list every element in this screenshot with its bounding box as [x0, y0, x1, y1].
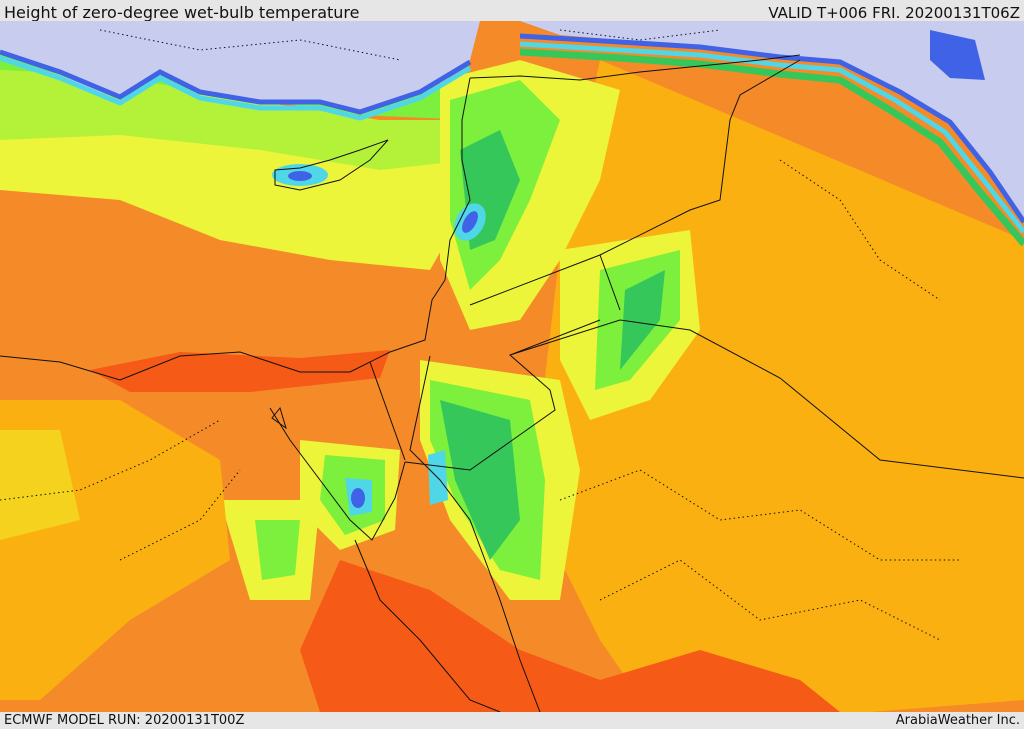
model-run-label: ECMWF MODEL RUN: 20200131T00Z: [4, 713, 245, 728]
field-midgreen-jordan: [620, 270, 665, 370]
field-amber-east: [540, 60, 1024, 712]
field-yellow-west: [0, 430, 80, 540]
field-midgreen-hejaz: [440, 400, 520, 560]
field-blue-edge-east: [519, 33, 1024, 224]
field-sea-aegean: [0, 21, 480, 110]
wet-bulb-zero-height-map: [0, 21, 1024, 712]
valid-time-label: VALID T+006 FRI. 20200131T06Z: [768, 4, 1020, 22]
field-green-edge-east: [519, 48, 1024, 247]
field-deep-orange-egypt: [90, 350, 390, 392]
field-blue-edge-north: [0, 49, 472, 115]
internal-boundaries: [0, 29, 960, 641]
field-blue-cyprus: [288, 171, 312, 181]
coastlines: [0, 54, 801, 712]
field-yellow-med: [0, 100, 470, 270]
footer-bar: [0, 712, 1024, 729]
map-title: Height of zero-degree wet-bulb temperatu…: [4, 3, 360, 22]
field-cyan-edge-east: [519, 41, 1024, 234]
field-blue-northeast: [930, 30, 985, 80]
field-sea-blacksea: [520, 21, 1024, 220]
field-blue-lebanon: [462, 211, 478, 233]
header-bar: [0, 0, 1024, 21]
field-blue-sinai: [351, 488, 365, 508]
political-borders: [369, 59, 1024, 479]
field-green-egypt: [255, 520, 300, 580]
field-deep-orange-redsea: [300, 560, 840, 712]
credit-label: ArabiaWeather Inc.: [895, 713, 1020, 728]
field-cyan-edge-north: [0, 55, 472, 121]
